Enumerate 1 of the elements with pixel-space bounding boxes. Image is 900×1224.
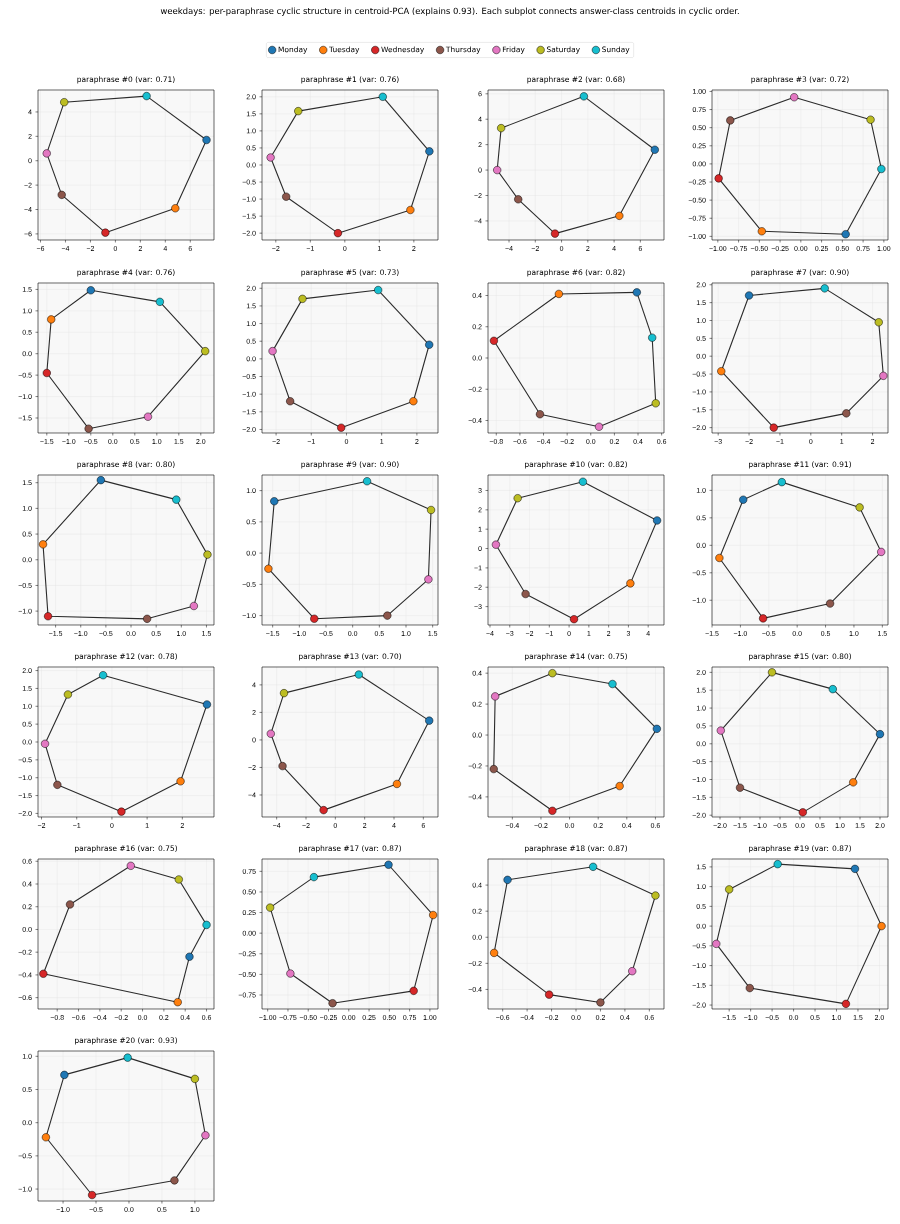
text: weekdays: per-paraphrase cyclic structure in centroid-PCA (explains 0.93). Each subplot connects answer-class centroids in cyclic order. xyxy=(160,7,739,16)
